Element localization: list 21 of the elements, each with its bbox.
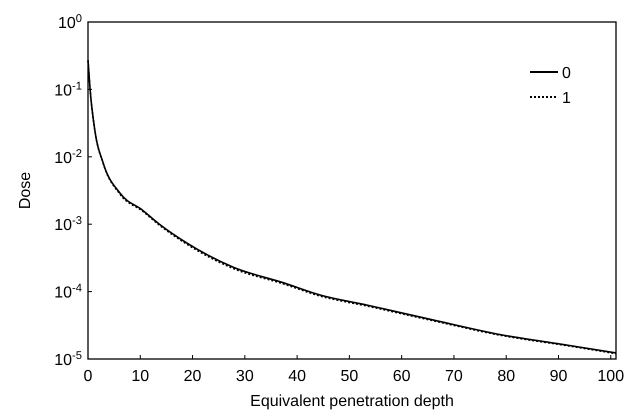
x-axis-title: Equivalent penetration depth	[250, 393, 454, 410]
y-tick-label: 10$^{-4}$	[54, 282, 82, 302]
legend-label: 0	[562, 65, 571, 82]
x-tick-label: 40	[288, 368, 306, 385]
x-tick-label: 90	[550, 368, 568, 385]
x-tick-label: 30	[236, 368, 254, 385]
x-tick-label: 70	[445, 368, 463, 385]
y-axis-title: Dose	[17, 172, 34, 210]
y-tick-label: 10$^{-2}$	[54, 148, 82, 167]
x-tick-label: 50	[340, 368, 358, 385]
y-tick-label: 10$^{-5}$	[54, 350, 82, 369]
y-tick-label: 10$^{-3}$	[54, 215, 82, 234]
x-tick-label: 100	[597, 368, 624, 385]
y-tick-label: 10$^{-1}$	[54, 80, 82, 100]
x-tick-label: 0	[84, 368, 93, 385]
x-tick-label: 80	[497, 368, 516, 385]
y-tick-label: 10$^{0}$	[58, 13, 82, 32]
legend-label: 1	[562, 90, 571, 107]
x-tick-label: 10	[131, 368, 150, 385]
x-tick-label: 60	[392, 368, 411, 385]
x-tick-label: 20	[184, 368, 202, 385]
